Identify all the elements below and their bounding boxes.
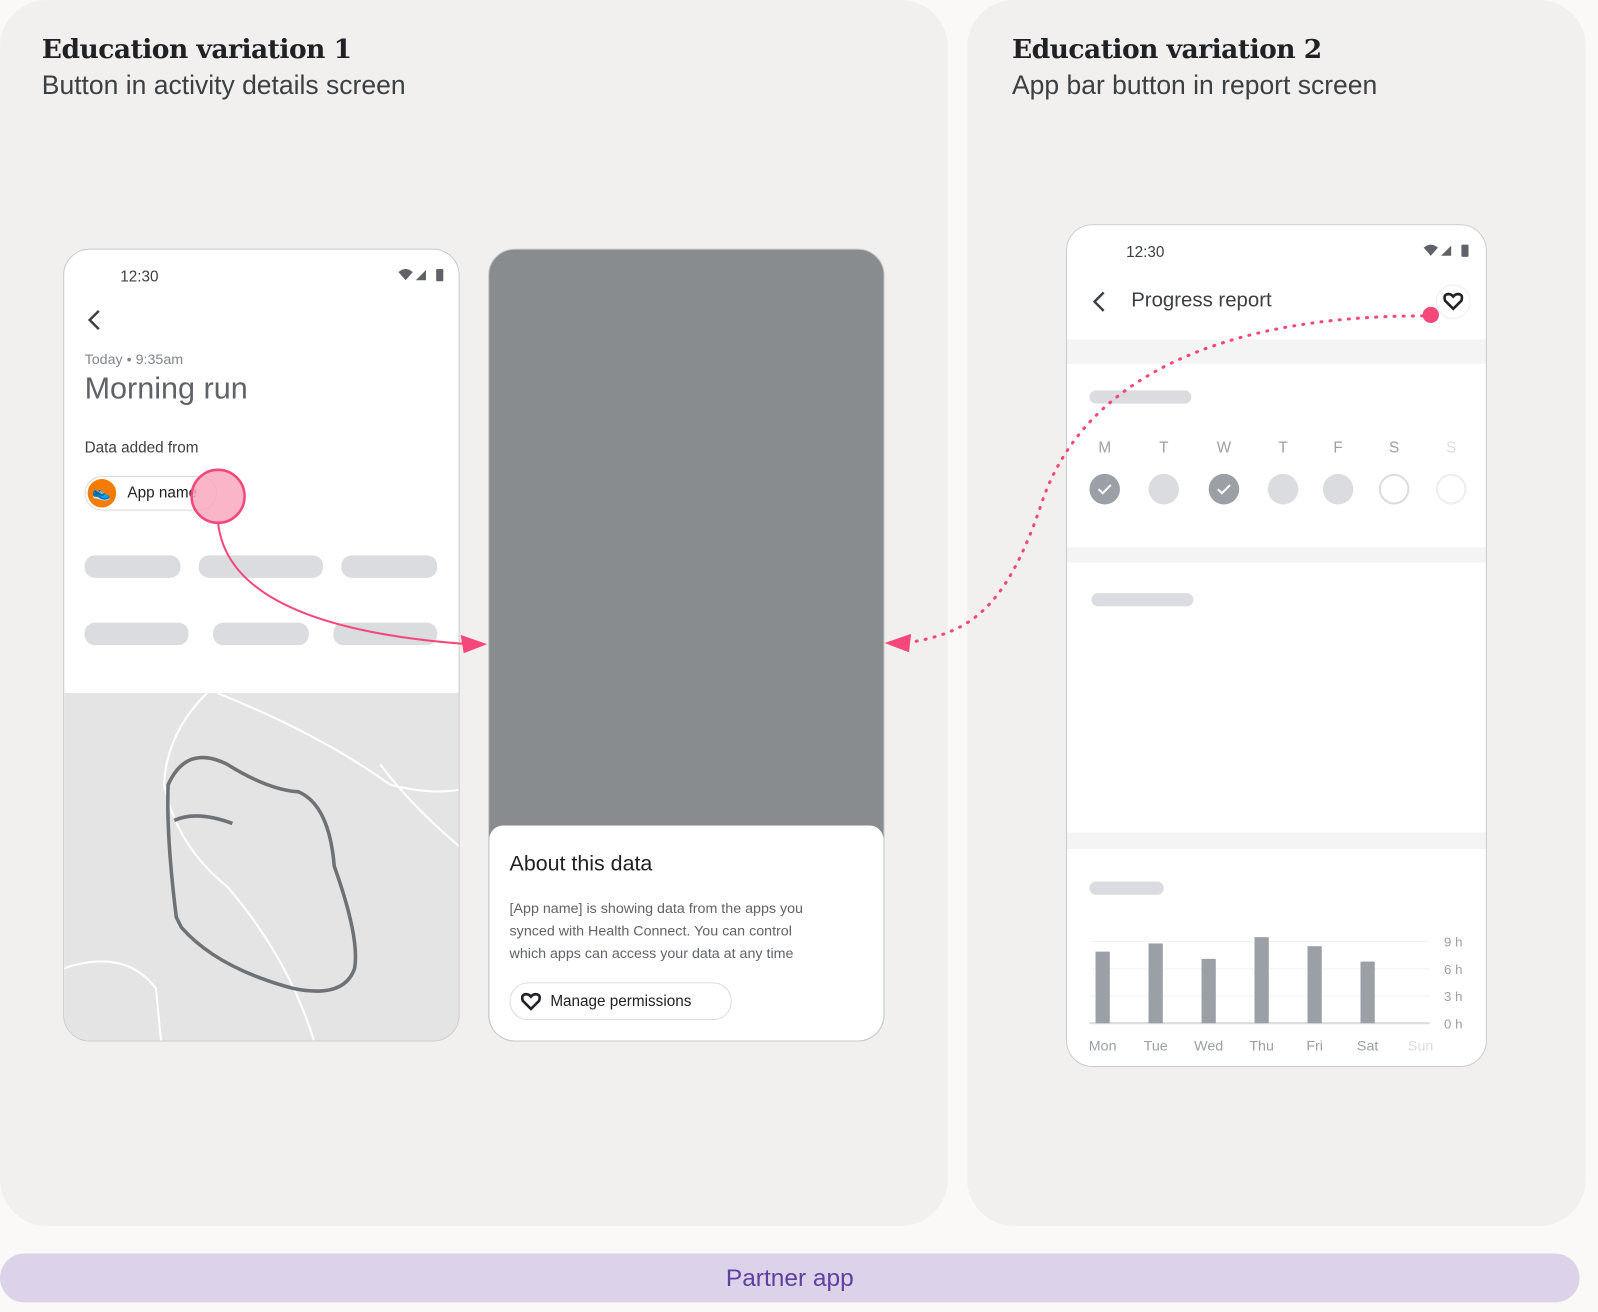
day-label: M [1098,439,1112,457]
status-time: 12:30 [120,268,159,286]
back-icon[interactable] [85,309,105,331]
x-tick-label: Wed [1194,1039,1223,1055]
placeholder [212,622,309,646]
arrow-line [217,522,467,646]
variation1-subtitle: Button in activity details screen [41,69,406,100]
x-tick-label: Mon [1089,1039,1117,1055]
variation2-title: Education variation 2 [1011,34,1322,66]
activity-timestamp: Today • 9:35am [84,350,184,367]
variation2-subtitle: App bar button in report screen [1011,69,1378,100]
day-status-filled [1148,473,1180,505]
x-tick-label: Tue [1144,1039,1168,1055]
y-tick-label: 6 h [1444,962,1462,977]
app-running-icon: 👟 [87,478,117,508]
x-tick-label: Sun [1408,1039,1433,1055]
placeholder [84,555,181,578]
arrow-head [460,634,488,654]
day-label: W [1216,439,1232,457]
day-label: S [1389,439,1400,457]
dotted-arrow-line [910,314,1425,644]
placeholder [84,622,189,646]
bar-tue [1148,943,1163,1024]
day-label: T [1159,439,1169,457]
bar-thu [1254,937,1269,1024]
day-status-empty-faded [1435,473,1467,505]
health-connect-icon [520,992,542,1011]
health-connect-appbar-button[interactable] [1435,284,1471,319]
tap-indicator [1422,306,1439,324]
route-map [64,692,459,1041]
bar-chart: 9 h 6 h 3 h 0 h Mon Tue Wed Thu Fri Sat Sun [1089,935,1463,1055]
app-bar [1066,225,1486,340]
activity-title: Morning run [84,371,248,406]
status-icons [1423,244,1469,257]
partner-app-label: Partner app [0,1253,1580,1303]
day-status-checked [1208,473,1240,505]
data-added-label: Data added from [84,439,199,457]
sheet-body: [App name] is showing data from the apps… [510,897,877,964]
arrow-head [884,633,912,653]
day-status-empty [1378,473,1410,505]
sheet-body-line: which apps can access your data at any t… [509,944,794,962]
manage-permissions-button[interactable]: Manage permissions [509,982,732,1021]
sheet-title: About this data [509,851,653,876]
placeholder [1089,881,1164,895]
y-tick-label: 9 h [1444,935,1462,950]
y-tick-label: 0 h [1444,1016,1462,1031]
progress-report-phone: 12:30 Progress report M T W T F S S 9 h 6 h 3 h 0… [1065,224,1487,1067]
status-icons [398,269,444,282]
manage-permissions-label: Manage permissions [550,992,692,1010]
sheet-body-line: [App name] is showing data from the apps… [509,899,804,917]
tap-indicator [190,468,246,525]
back-icon[interactable] [1089,290,1109,312]
placeholder [1089,390,1192,404]
health-connect-icon [1443,292,1464,311]
bar-mon [1095,951,1110,1024]
sheet-body-line: synced with Health Connect. You can cont… [509,922,792,939]
bar-fri [1307,946,1322,1024]
variation1-title: Education variation 1 [41,34,352,66]
placeholder [1091,593,1194,607]
status-time: 12:30 [1126,243,1165,261]
about-data-sheet: About this data [App name] is showing da… [489,825,884,1041]
about-data-phone: About this data [App name] is showing da… [488,248,885,1042]
x-tick-label: Sat [1357,1039,1378,1055]
bar-sat [1360,961,1375,1024]
day-status-filled [1267,473,1299,505]
placeholder [341,555,438,578]
day-label: F [1333,439,1343,457]
placeholder [198,555,324,578]
bar-wed [1201,958,1216,1024]
x-tick-label: Fri [1306,1039,1323,1055]
day-label: T [1278,439,1288,457]
day-status-filled [1322,473,1354,505]
report-title: Progress report [1131,289,1272,312]
activity-details-phone: 12:30 Today • 9:35am Morning run Data ad… [63,248,460,1042]
day-status-checked [1089,473,1120,505]
day-label: S [1446,439,1457,457]
x-tick-label: Thu [1249,1039,1274,1055]
y-tick-label: 3 h [1444,989,1462,1004]
app-chip-label: App name [127,484,198,502]
line-chart-card [1066,562,1486,833]
